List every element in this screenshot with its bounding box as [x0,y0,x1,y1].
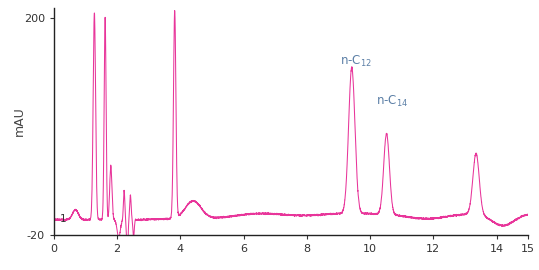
Text: n-C$_{12}$: n-C$_{12}$ [340,54,372,69]
Y-axis label: mAU: mAU [13,107,26,136]
Text: 1: 1 [60,214,66,224]
Text: n-C$_{14}$: n-C$_{14}$ [376,94,409,109]
